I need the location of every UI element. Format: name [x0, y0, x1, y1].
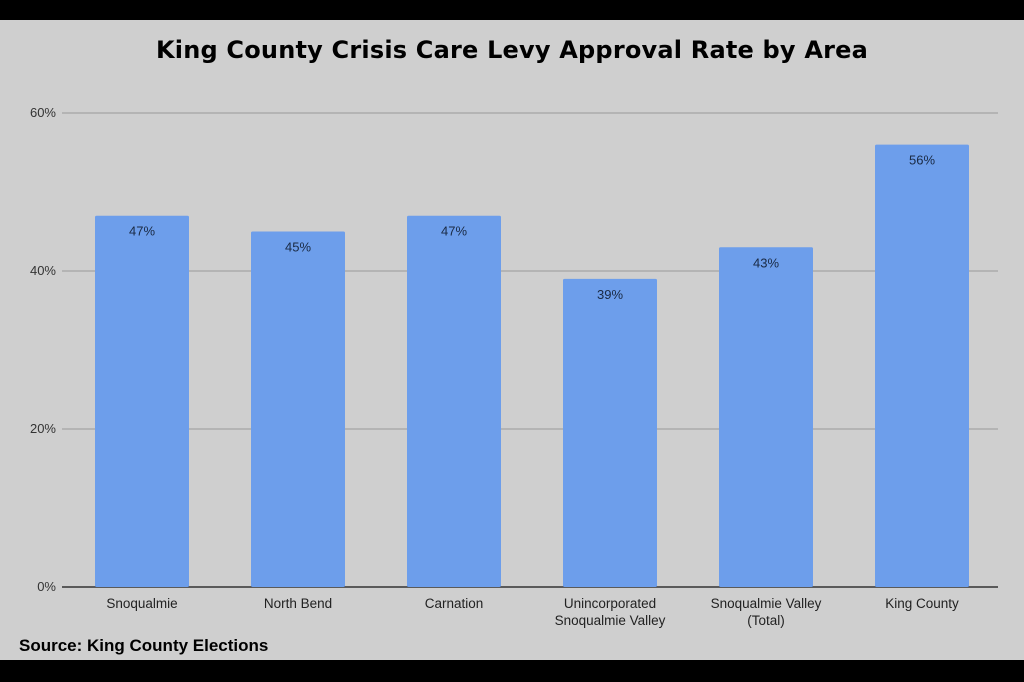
x-tick-label: Snoqualmie Valley — [555, 613, 666, 628]
data-label: 45% — [285, 240, 311, 255]
x-tick-label: Unincorporated — [564, 596, 656, 611]
x-tick-label: North Bend — [264, 596, 332, 611]
bar — [719, 247, 813, 588]
data-label: 43% — [753, 255, 779, 270]
y-tick-label: 20% — [30, 421, 56, 436]
data-label: 56% — [909, 153, 935, 168]
x-tick-label: (Total) — [747, 613, 785, 628]
x-tick-label: King County — [885, 596, 959, 611]
x-tick-label: Snoqualmie Valley — [711, 596, 822, 611]
x-tick-label: Carnation — [425, 596, 484, 611]
chart-title: King County Crisis Care Levy Approval Ra… — [155, 36, 869, 64]
bar — [95, 215, 189, 587]
bar — [563, 278, 657, 587]
bar — [407, 215, 501, 587]
source-note: Source: King County Elections — [19, 636, 269, 655]
y-tick-label: 40% — [30, 263, 56, 278]
data-label: 47% — [441, 224, 467, 239]
data-label: 39% — [597, 287, 623, 302]
data-label: 47% — [129, 224, 155, 239]
bar — [875, 144, 969, 587]
y-tick-label: 0% — [37, 579, 56, 594]
x-tick-label: Snoqualmie — [106, 596, 177, 611]
bar — [251, 231, 345, 587]
y-tick-label: 60% — [30, 105, 56, 120]
